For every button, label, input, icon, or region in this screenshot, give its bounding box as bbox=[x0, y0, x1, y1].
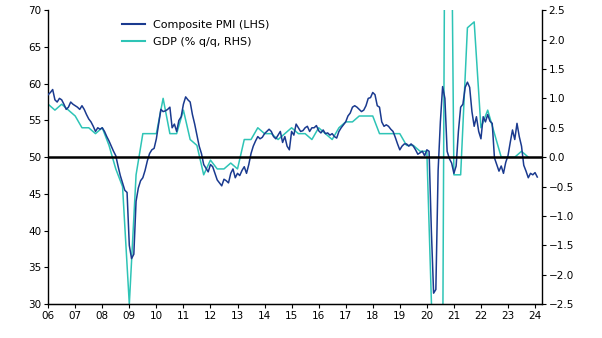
Legend: Composite PMI (LHS), GDP (% q/q, RHS): Composite PMI (LHS), GDP (% q/q, RHS) bbox=[118, 16, 275, 51]
